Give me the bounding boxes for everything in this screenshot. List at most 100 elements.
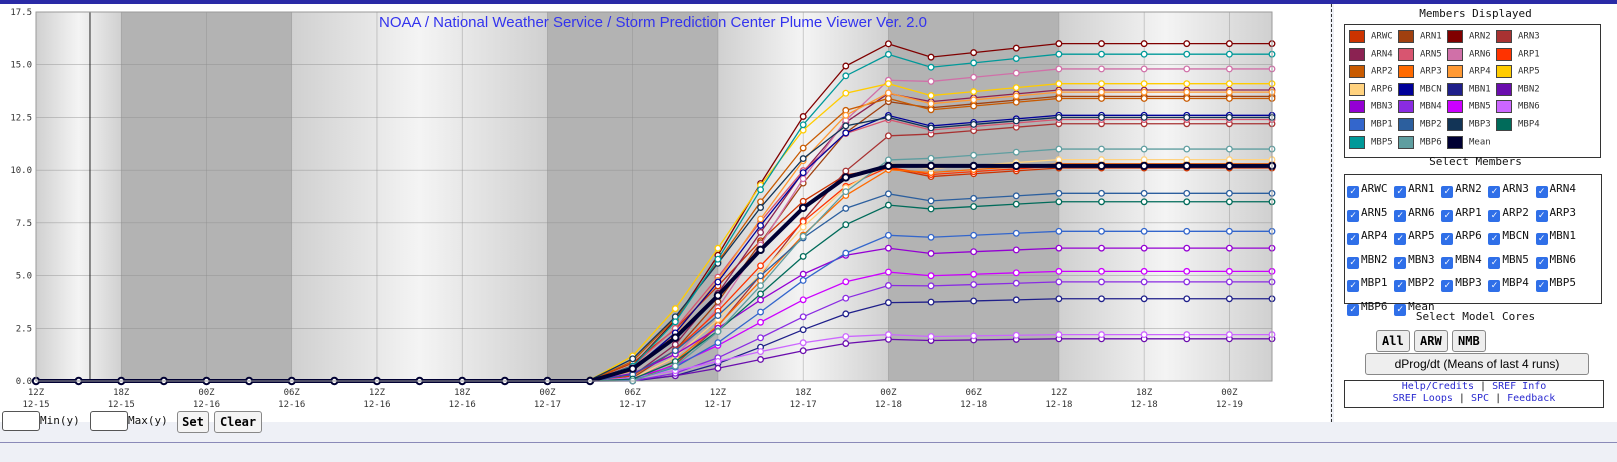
member-checkbox[interactable]: ✓ — [1347, 256, 1359, 269]
member-checkbox-item[interactable]: ✓ ARP3 — [1535, 201, 1576, 225]
member-checkbox-item[interactable]: ✓ ARN2 — [1441, 177, 1482, 201]
member-checkbox-item[interactable]: ✓ ARP1 — [1441, 201, 1482, 225]
member-checkbox[interactable]: ✓ — [1347, 233, 1359, 245]
min-y-input[interactable] — [2, 411, 40, 431]
member-checkbox-item[interactable]: ✓ MBP4 — [1488, 271, 1529, 295]
member-checkbox[interactable]: ✓ — [1535, 280, 1548, 292]
member-checkbox[interactable]: ✓ — [1488, 256, 1501, 269]
plume-chart[interactable]: 0.0 2.5 5.0 7.5 10.0 12.5 15.0 17.5 12Z 12-15 18Z 1… — [0, 4, 1330, 422]
member-checkbox-item[interactable]: ✓ MBN3 — [1394, 248, 1435, 272]
member-checkbox[interactable]: ✓ — [1441, 256, 1454, 269]
member-checkbox-item[interactable]: ✓ MBN6 — [1535, 248, 1576, 272]
member-checkbox-item[interactable]: ✓ Mean — [1394, 295, 1435, 319]
member-checkbox[interactable]: ✓ — [1394, 256, 1407, 269]
legend-item: MBP5 — [1349, 135, 1393, 150]
series-point-mbp1 — [842, 249, 850, 257]
spc-link[interactable]: SPC — [1470, 393, 1490, 404]
member-checkbox-item[interactable]: ✓ ARN5 — [1347, 201, 1388, 225]
sref-info-link[interactable]: SREF Info — [1492, 381, 1547, 392]
member-checkbox-item[interactable]: ✓ ARWC — [1347, 177, 1388, 201]
series-point-mbn4 — [1055, 278, 1063, 286]
member-checkbox-item[interactable]: ✓ MBN2 — [1347, 248, 1388, 272]
member-checkbox[interactable]: ✓ — [1488, 209, 1501, 222]
series-point-mean — [926, 161, 936, 171]
series-point-arp4 — [1055, 88, 1063, 96]
member-checkbox[interactable]: ✓ — [1394, 233, 1407, 245]
core-all-button[interactable]: All — [1376, 330, 1410, 352]
x-tick-date: 12-15 — [22, 400, 49, 410]
legend-label: MBP5 — [1371, 137, 1393, 148]
member-checkbox-item[interactable]: ✓ MBP6 — [1347, 295, 1388, 319]
member-checkbox[interactable]: ✓ — [1347, 303, 1359, 316]
series-point-arp2 — [1098, 95, 1105, 102]
member-checkbox-item[interactable]: ✓ ARP5 — [1394, 224, 1435, 248]
member-checkbox[interactable]: ✓ — [1394, 186, 1407, 198]
member-checkbox-item[interactable]: ✓ ARN1 — [1394, 177, 1435, 201]
member-checkbox[interactable]: ✓ — [1441, 186, 1454, 198]
legend-item: ARP3 — [1398, 65, 1442, 79]
set-button[interactable]: Set — [177, 411, 209, 433]
member-checkbox[interactable]: ✓ — [1347, 209, 1359, 222]
member-checkbox-item[interactable]: ✓ MBP1 — [1347, 271, 1388, 295]
x-tick-date: 12-16 — [363, 400, 390, 410]
member-checkbox-item[interactable]: ✓ ARN3 — [1488, 177, 1529, 201]
member-checkbox[interactable]: ✓ — [1488, 186, 1501, 198]
member-checkbox-label: MBP4 — [1502, 276, 1529, 289]
max-y-input[interactable] — [90, 411, 128, 431]
member-checkbox-item[interactable]: ✓ MBP3 — [1441, 271, 1482, 295]
clear-button[interactable]: Clear — [214, 411, 262, 433]
member-checkbox[interactable]: ✓ — [1535, 186, 1548, 198]
member-checkbox-item[interactable]: ✓ ARP4 — [1347, 224, 1388, 248]
member-checkbox[interactable]: ✓ — [1441, 280, 1454, 292]
series-point-mean — [1182, 161, 1191, 171]
member-checkbox-item[interactable]: ✓ ARN4 — [1535, 177, 1576, 201]
core-arw-button[interactable]: ARW — [1414, 330, 1448, 352]
series-point-mbn3 — [1098, 244, 1105, 252]
dprog-dt-button[interactable]: dProg/dt (Means of last 4 runs) — [1365, 353, 1589, 375]
member-checkbox[interactable]: ✓ — [1535, 256, 1548, 269]
legend-label: MBN2 — [1518, 84, 1540, 95]
member-checkbox-item[interactable]: ✓ MBN5 — [1488, 248, 1529, 272]
members-displayed-title: Members Displayed — [1419, 7, 1532, 20]
series-point-arp5 — [884, 80, 892, 88]
sref-loops-link[interactable]: SREF Loops — [1392, 393, 1453, 404]
series-point-mean — [756, 245, 765, 255]
member-checkbox-item[interactable]: ✓ MBCN — [1488, 224, 1529, 248]
member-checkbox-item[interactable]: ✓ ARN6 — [1394, 201, 1435, 225]
member-checkbox[interactable]: ✓ — [1488, 233, 1501, 245]
member-checkbox[interactable]: ✓ — [1441, 209, 1454, 222]
series-point-mbn4 — [842, 294, 850, 302]
series-point-arp4 — [842, 111, 850, 119]
member-checkbox[interactable]: ✓ — [1394, 303, 1407, 316]
member-checkbox-item[interactable]: ✓ ARP6 — [1441, 224, 1482, 248]
chart-svg[interactable]: 0.0 2.5 5.0 7.5 10.0 12.5 15.0 17.5 12Z 12-15 18Z 1… — [0, 4, 1330, 422]
series-point-mean — [1097, 161, 1106, 171]
member-checkbox[interactable]: ✓ — [1488, 280, 1501, 292]
member-checkbox[interactable]: ✓ — [1347, 186, 1359, 198]
member-checkbox[interactable]: ✓ — [1394, 209, 1407, 222]
member-checkbox-item[interactable]: ✓ MBN1 — [1535, 224, 1576, 248]
member-checkbox[interactable]: ✓ — [1535, 233, 1548, 245]
member-checkbox-label: ARN6 — [1408, 205, 1435, 219]
member-checkbox[interactable]: ✓ — [1535, 209, 1548, 222]
legend-item: ARWC — [1349, 30, 1393, 44]
member-checkbox-item[interactable]: ✓ MBN4 — [1441, 248, 1482, 272]
sidebar-divider — [1331, 4, 1332, 422]
legend-label: ARN6 — [1469, 49, 1491, 60]
help-credits-link[interactable]: Help/Credits — [1401, 381, 1474, 392]
legend-label: MBP2 — [1420, 119, 1442, 130]
series-point-arwc — [799, 197, 807, 205]
legend-swatch — [1496, 82, 1512, 96]
member-checkbox-item[interactable]: ✓ ARP2 — [1488, 201, 1529, 225]
x-tick-hour: 12Z — [1051, 388, 1068, 398]
feedback-link[interactable]: Feedback — [1507, 393, 1556, 404]
member-checkbox-item[interactable]: ✓ MBP2 — [1394, 271, 1435, 295]
member-checkbox-item[interactable]: ✓ MBP5 — [1535, 271, 1576, 295]
member-checkbox[interactable]: ✓ — [1441, 233, 1454, 245]
series-point-mbn5 — [970, 270, 978, 278]
core-nmb-button[interactable]: NMB — [1452, 330, 1486, 352]
y-range-controls: Min(y) Max(y) Set Clear — [0, 409, 1617, 435]
legend-swatch — [1349, 30, 1365, 43]
member-checkbox[interactable]: ✓ — [1394, 280, 1407, 292]
member-checkbox[interactable]: ✓ — [1347, 280, 1359, 292]
